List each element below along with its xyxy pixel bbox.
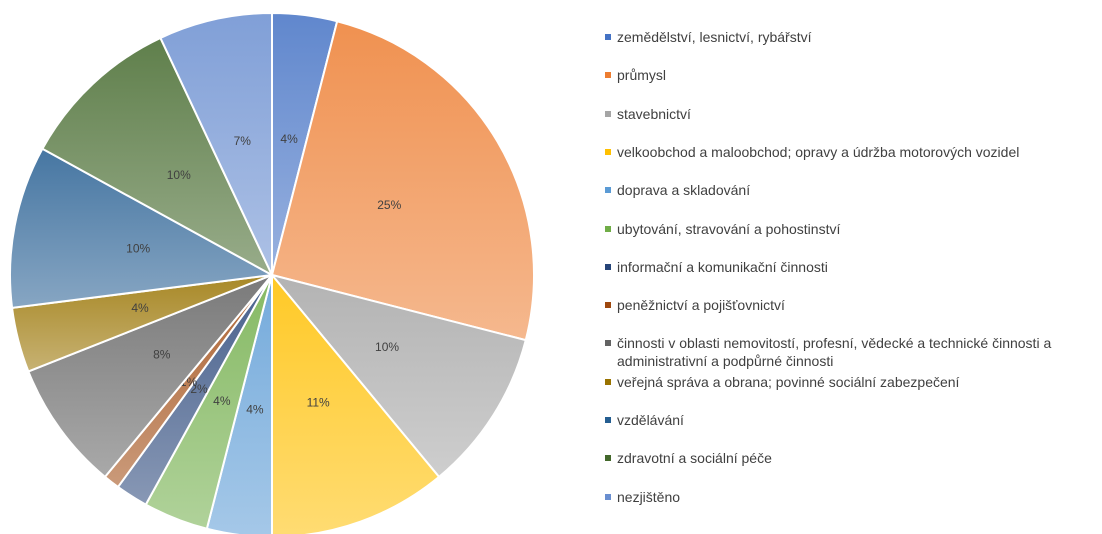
data-label: 7%	[234, 134, 252, 148]
legend-swatch	[605, 72, 611, 79]
legend-label: ubytování, stravování a pohostinství	[617, 220, 841, 237]
legend-label: průmysl	[617, 67, 667, 84]
legend-entry: činnosti v oblasti nemovitostí, profesní…	[605, 334, 1100, 370]
legend-label: nezjištěno	[617, 488, 681, 505]
pie-slice	[159, 11, 273, 276]
legend-entry: průmysl	[605, 66, 1100, 84]
data-label: 10%	[375, 340, 399, 354]
legend-entry: zemědělství, lesnictví, rybářství	[605, 28, 1100, 46]
legend-swatch	[605, 340, 611, 347]
legend-label: vzdělávání	[617, 412, 684, 428]
legend-entry: veřejná správa a obrana; povinné sociáln…	[605, 373, 1100, 391]
legend-swatch	[605, 378, 611, 385]
legend-entry: informační a komunikační činnosti	[605, 258, 1100, 276]
legend-entry: ubytování, stravování a pohostinství	[605, 220, 1100, 238]
legend-label: doprava a skladování	[617, 182, 751, 199]
legend-swatch	[605, 148, 611, 155]
pie-slice	[271, 272, 441, 534]
pie-slice	[27, 274, 273, 479]
legend-label: peněžnictví a pojišťovnictví	[617, 297, 785, 314]
legend-entry: zdravotní a sociální péče	[605, 449, 1100, 467]
legend-label: činnosti v oblasti nemovitostí, profesní…	[617, 335, 1052, 370]
legend-swatch	[605, 110, 611, 117]
legend-entry: stavebnictví	[605, 105, 1100, 123]
data-label: 2%	[190, 382, 208, 396]
data-label: 25%	[377, 198, 401, 212]
legend-swatch	[605, 302, 611, 309]
legend-label: velkoobchod a maloobchod; opravy a údržb…	[617, 143, 1020, 160]
data-label: 10%	[126, 242, 150, 256]
legend-label: veřejná správa a obrana; povinné sociáln…	[617, 373, 960, 390]
data-label: 8%	[153, 347, 171, 361]
data-label: 11%	[307, 395, 330, 409]
data-label: 4%	[131, 301, 149, 315]
legend-swatch	[605, 225, 611, 232]
pie-slice	[269, 273, 527, 479]
data-label: 4%	[246, 402, 264, 416]
pie-slice	[270, 20, 535, 342]
legend-label: zemědělství, lesnictví, rybářství	[617, 29, 812, 45]
legend-entry: velkoobchod a maloobchod; opravy a údržb…	[605, 143, 1100, 161]
data-label: 4%	[213, 394, 231, 408]
legend-swatch	[605, 455, 611, 462]
pie-area: 4%25%10%11%4%4%2%1%8%4%10%10%7%	[9, 11, 535, 534]
legend-entry: peněžnictví a pojišťovnictví	[605, 296, 1100, 314]
pie-slice	[41, 36, 275, 278]
legend-swatch	[605, 187, 611, 194]
pie-slice	[9, 147, 276, 309]
legend-label: stavebnictví	[617, 105, 691, 122]
legend-entry: vzdělávání	[605, 411, 1100, 429]
legend-swatch	[605, 34, 611, 40]
legend-entry: nezjištěno	[605, 488, 1100, 506]
data-label: 4%	[280, 132, 298, 146]
legend-swatch	[605, 263, 611, 270]
data-label: 10%	[167, 168, 191, 182]
legend-entry: doprava a skladování	[605, 181, 1100, 199]
legend-swatch	[605, 417, 611, 423]
legend-swatch	[605, 493, 611, 500]
legend-label: informační a komunikační činnosti	[617, 258, 828, 275]
legend-label: zdravotní a sociální péče	[617, 450, 772, 467]
